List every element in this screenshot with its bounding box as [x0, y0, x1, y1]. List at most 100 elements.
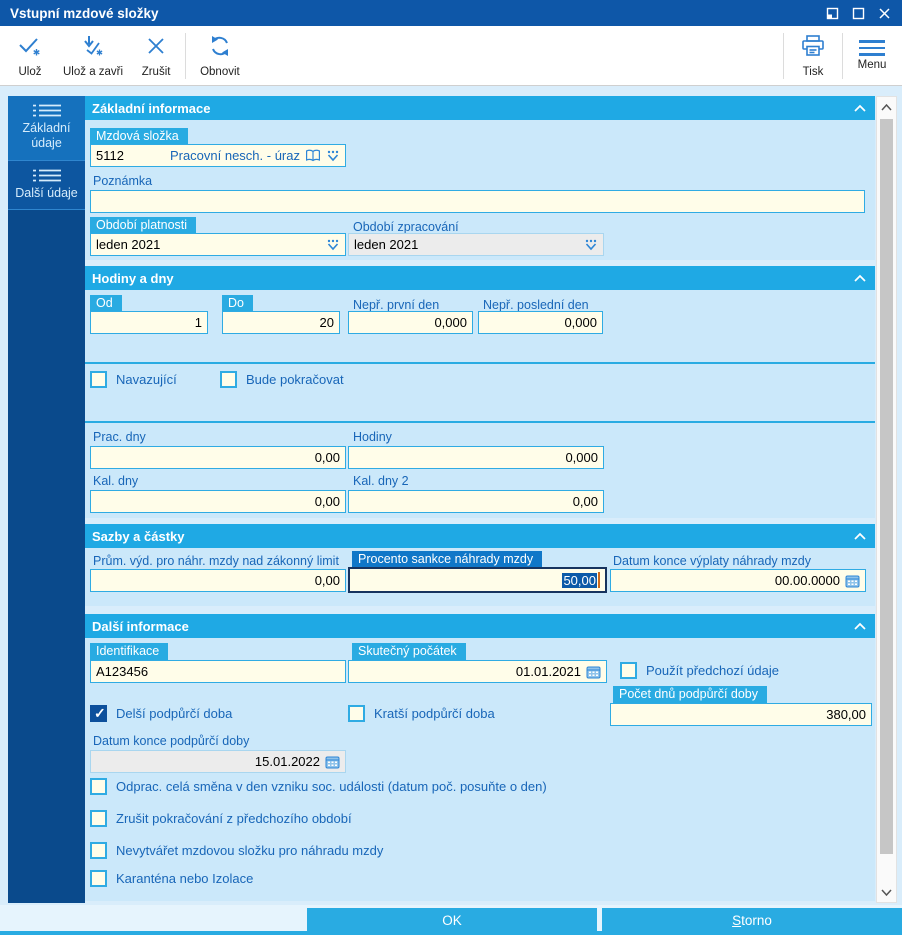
- close-icon[interactable]: [876, 5, 892, 21]
- dropdown-icon[interactable]: [326, 150, 340, 162]
- divider: [85, 421, 875, 423]
- section-header[interactable]: Hodiny a dny: [85, 266, 875, 290]
- sidebar-item-zakladni-udaje[interactable]: Základní údaje: [8, 96, 85, 161]
- to-value: 20: [319, 315, 334, 330]
- checkbox-label: Nevytvářet mzdovou složku pro náhradu mz…: [116, 843, 384, 858]
- ok-button[interactable]: OK: [307, 908, 597, 932]
- checkbox-odprac-cela-smena[interactable]: Odprac. celá směna v den vzniku soc. udá…: [90, 778, 547, 795]
- checkbox-box[interactable]: [90, 810, 107, 827]
- penalty-percent-field[interactable]: 50,00: [348, 567, 607, 593]
- cancel-button[interactable]: Zrušit: [132, 29, 180, 83]
- dropdown-icon[interactable]: [326, 239, 340, 251]
- title-bar: Vstupní mzdové složky: [0, 0, 902, 26]
- absent-last-day-field[interactable]: 0,000: [478, 311, 603, 334]
- checkbox-delsi-podpurci-doba[interactable]: Delší podpůrčí doba: [90, 705, 232, 722]
- x-icon: [144, 34, 168, 63]
- section-sazby-a-castky: Sazby a částky Prům. výd. pro náhr. mzdy…: [85, 524, 875, 606]
- refresh-button[interactable]: Obnovit: [191, 29, 249, 83]
- checkbox-karantena-izolace[interactable]: Karanténa nebo Izolace: [90, 870, 253, 887]
- calendar-icon[interactable]: [845, 574, 860, 588]
- field-label-procento-sankce: Procento sankce náhrady mzdy: [352, 551, 543, 568]
- collapse-chevron-icon[interactable]: [853, 622, 867, 631]
- validity-period-field[interactable]: leden 2021: [90, 233, 346, 256]
- print-button[interactable]: Tisk: [789, 29, 837, 83]
- checkbox-label: Zrušit pokračování z předchozího období: [116, 811, 352, 826]
- work-days-value: 0,00: [314, 450, 340, 465]
- field-label-nepr-posledni-den: Nepř. poslední den: [483, 298, 589, 312]
- catalog-book-icon[interactable]: [305, 149, 321, 162]
- from-field[interactable]: 1: [90, 311, 208, 334]
- checkbox-box[interactable]: [90, 870, 107, 887]
- scrollbar[interactable]: [876, 96, 897, 903]
- menu-button[interactable]: Menu: [848, 29, 896, 83]
- checkbox-bude-pokracovat[interactable]: Bude pokračovat: [220, 371, 344, 388]
- checkbox-box[interactable]: [348, 705, 365, 722]
- save-button[interactable]: Ulož: [6, 29, 54, 83]
- avg-earnings-limit-field[interactable]: 0,00: [90, 569, 346, 592]
- cal-days-2-value: 0,00: [572, 494, 598, 509]
- checkbox-box[interactable]: [90, 371, 107, 388]
- wage-component-field[interactable]: 5112 Pracovní nesch. - úraz: [90, 144, 346, 167]
- field-label-prum-vyd: Prům. výd. pro náhr. mzdy nad zákonný li…: [93, 554, 339, 568]
- section-title: Sazby a částky: [92, 528, 185, 544]
- section-header[interactable]: Další informace: [85, 614, 875, 638]
- float-window-icon[interactable]: [824, 5, 840, 21]
- checkbox-navazujici[interactable]: Navazující: [90, 371, 177, 388]
- field-label-od: Od: [90, 295, 122, 312]
- toolbar-separator: [185, 32, 187, 79]
- checkbox-label: Navazující: [116, 372, 177, 387]
- field-label-identifikace: Identifikace: [90, 643, 169, 660]
- section-header[interactable]: Sazby a částky: [85, 524, 875, 548]
- checkbox-kratsi-podpurci-doba[interactable]: Kratší podpůrčí doba: [348, 705, 495, 722]
- hours-field[interactable]: 0,000: [348, 446, 604, 469]
- refresh-icon: [208, 34, 232, 63]
- sidebar-item-dalsi-udaje[interactable]: Další údaje: [8, 160, 85, 211]
- field-label-obdobi-zpracovani: Období zpracování: [353, 220, 459, 234]
- collapse-chevron-icon[interactable]: [853, 274, 867, 283]
- cal-days-field[interactable]: 0,00: [90, 490, 346, 513]
- to-field[interactable]: 20: [222, 311, 340, 334]
- dialog-body: Základní údaje Další údaje Základní info…: [0, 86, 902, 905]
- hours-value: 0,000: [565, 450, 598, 465]
- note-field[interactable]: [90, 190, 865, 213]
- maximize-icon[interactable]: [850, 5, 866, 21]
- toolbar-separator: [783, 32, 784, 79]
- save-and-close-button[interactable]: Ulož a zavři: [54, 29, 132, 83]
- actual-start-field[interactable]: 01.01.2021: [348, 660, 607, 683]
- field-label-obdobi-platnosti: Období platnosti: [90, 217, 197, 234]
- support-days-field[interactable]: 380,00: [610, 703, 872, 726]
- section-title: Další informace: [92, 618, 189, 634]
- collapse-chevron-icon[interactable]: [853, 532, 867, 541]
- checkbox-box[interactable]: [90, 705, 107, 722]
- identification-field[interactable]: A123456: [90, 660, 346, 683]
- support-end-date-value: 15.01.2022: [254, 754, 320, 769]
- scroll-up-icon[interactable]: [877, 97, 896, 117]
- collapse-chevron-icon[interactable]: [853, 104, 867, 113]
- wage-component-name: Pracovní nesch. - úraz: [169, 148, 300, 163]
- scroll-down-icon[interactable]: [877, 882, 896, 902]
- window-title: Vstupní mzdové složky: [10, 5, 159, 21]
- checkbox-box[interactable]: [90, 778, 107, 795]
- save-check-star-icon: [16, 34, 44, 63]
- calendar-icon[interactable]: [586, 665, 601, 679]
- section-header[interactable]: Základní informace: [85, 96, 875, 120]
- hamburger-menu-icon: [859, 40, 885, 56]
- checkbox-box[interactable]: [90, 842, 107, 859]
- checkbox-label: Odprac. celá směna v den vzniku soc. udá…: [116, 779, 547, 794]
- cal-days-value: 0,00: [314, 494, 340, 509]
- checkbox-zrusit-pokracovani[interactable]: Zrušit pokračování z předchozího období: [90, 810, 352, 827]
- checkbox-box[interactable]: [620, 662, 637, 679]
- scrollbar-thumb[interactable]: [880, 119, 893, 854]
- checkbox-pouzit-predchozi-udaje[interactable]: Použít předchozí údaje: [620, 662, 779, 679]
- compensation-end-date-field[interactable]: 00.00.0000: [610, 569, 866, 592]
- absent-first-day-field[interactable]: 0,000: [348, 311, 473, 334]
- list-icon: [32, 168, 62, 183]
- work-days-field[interactable]: 0,00: [90, 446, 346, 469]
- checkbox-nevytvaret-slozku[interactable]: Nevytvářet mzdovou složku pro náhradu mz…: [90, 842, 383, 859]
- cal-days-2-field[interactable]: 0,00: [348, 490, 604, 513]
- form-content: Základní informace Mzdová složka 5112 Pr…: [85, 96, 875, 907]
- divider: [85, 362, 875, 364]
- checkbox-box[interactable]: [220, 371, 237, 388]
- support-days-value: 380,00: [826, 707, 866, 722]
